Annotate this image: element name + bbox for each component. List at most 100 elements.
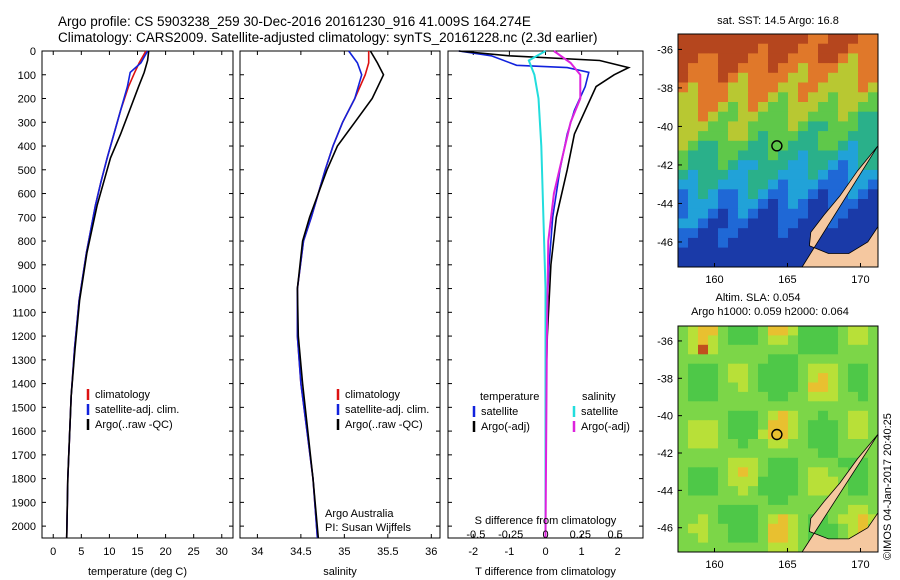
map-cell <box>768 160 779 171</box>
map-cell <box>718 189 729 200</box>
map-cell <box>718 237 729 249</box>
map-cell <box>818 43 829 54</box>
map-cell <box>838 514 849 525</box>
map-cell <box>698 514 709 525</box>
map-cell <box>838 34 849 45</box>
map-cell <box>808 410 819 421</box>
map-cell <box>778 476 789 487</box>
map-cell <box>758 82 769 93</box>
map-cell <box>778 111 789 122</box>
map-cell <box>698 43 709 54</box>
map-cell <box>808 43 819 54</box>
map-cell <box>798 486 809 496</box>
map-cell <box>838 72 849 83</box>
map-cell <box>808 82 819 93</box>
map-cell <box>868 326 879 336</box>
map-cell <box>828 160 839 171</box>
map-cell <box>698 34 709 45</box>
x-tick-label: 34.5 <box>290 546 311 558</box>
map-cell <box>748 82 759 93</box>
map-cell <box>848 354 859 365</box>
map-cell <box>768 140 779 151</box>
map-cell <box>808 448 819 459</box>
y-tick-label: 600 <box>18 189 36 201</box>
map-cell <box>798 131 809 142</box>
map-cell <box>698 448 709 459</box>
map-cell <box>728 344 739 355</box>
map-cell <box>858 150 869 161</box>
map-cell <box>788 208 799 219</box>
map-cell <box>748 335 759 346</box>
map-cell <box>748 354 759 365</box>
map-cell <box>768 410 779 421</box>
map-cell <box>778 208 789 219</box>
map-cell <box>718 140 729 151</box>
map-cell <box>808 131 819 142</box>
map-cell <box>758 467 769 478</box>
map-cell <box>768 72 779 83</box>
map-cell <box>828 391 839 402</box>
map-cell <box>798 63 809 74</box>
map-cell <box>798 335 809 346</box>
map-cell <box>798 208 809 219</box>
map-cell <box>858 382 869 393</box>
map-title: Altim. SLA: 0.054 <box>716 292 801 304</box>
map-cell <box>848 111 859 122</box>
map-cell <box>718 102 729 113</box>
salinity-diff-label: S difference from climatology <box>475 515 617 527</box>
map-cell <box>848 72 859 83</box>
map-cell <box>778 140 789 151</box>
series-line-climatology <box>65 50 147 539</box>
map-cell <box>818 169 829 181</box>
map-cell <box>758 199 769 210</box>
map-cell <box>738 121 749 132</box>
map-cell <box>728 457 739 468</box>
map-cell <box>818 160 829 171</box>
map-cell <box>678 82 689 93</box>
map-cell <box>718 382 729 393</box>
map-cell <box>808 467 819 478</box>
map-cell <box>708 542 719 553</box>
map-cell <box>738 326 749 336</box>
map-cell <box>758 373 769 383</box>
map-cell <box>838 457 849 468</box>
map-cell <box>798 391 809 402</box>
map-cell <box>808 476 819 487</box>
map-cell <box>688 429 699 440</box>
map-cell <box>698 111 709 122</box>
legend-label: Argo(..raw -QC) <box>95 419 173 431</box>
map-cell <box>778 169 789 181</box>
map-cell <box>758 218 769 229</box>
map-cell <box>748 410 759 421</box>
map-cell <box>688 382 699 393</box>
map-cell <box>768 43 779 54</box>
map-cell <box>868 504 879 515</box>
map-cell <box>798 92 809 103</box>
map-cell <box>788 199 799 210</box>
map-cell <box>728 439 739 449</box>
map-cell <box>778 150 789 161</box>
map-cell <box>828 53 839 64</box>
map-cell <box>698 410 709 421</box>
map-cell <box>718 467 729 478</box>
map-cell <box>828 504 839 515</box>
map-cell <box>788 34 799 45</box>
map-cell <box>868 344 879 355</box>
map-cell <box>868 63 879 74</box>
map-cell <box>748 533 759 544</box>
map-cell <box>728 218 739 229</box>
map-cell <box>738 495 749 506</box>
map-cell <box>838 382 849 393</box>
map-cell <box>778 382 789 393</box>
map-cell <box>808 189 819 200</box>
map-cell <box>748 169 759 181</box>
map-cell <box>858 523 869 534</box>
map-cell <box>748 228 759 239</box>
map-y-tick-label: -44 <box>657 198 673 210</box>
map-cell <box>738 111 749 122</box>
map-y-tick-label: -46 <box>657 237 673 249</box>
map-cell <box>728 476 739 487</box>
map-cell <box>758 111 769 122</box>
map-cell <box>748 504 759 515</box>
x-tick-label: 34 <box>251 546 263 558</box>
